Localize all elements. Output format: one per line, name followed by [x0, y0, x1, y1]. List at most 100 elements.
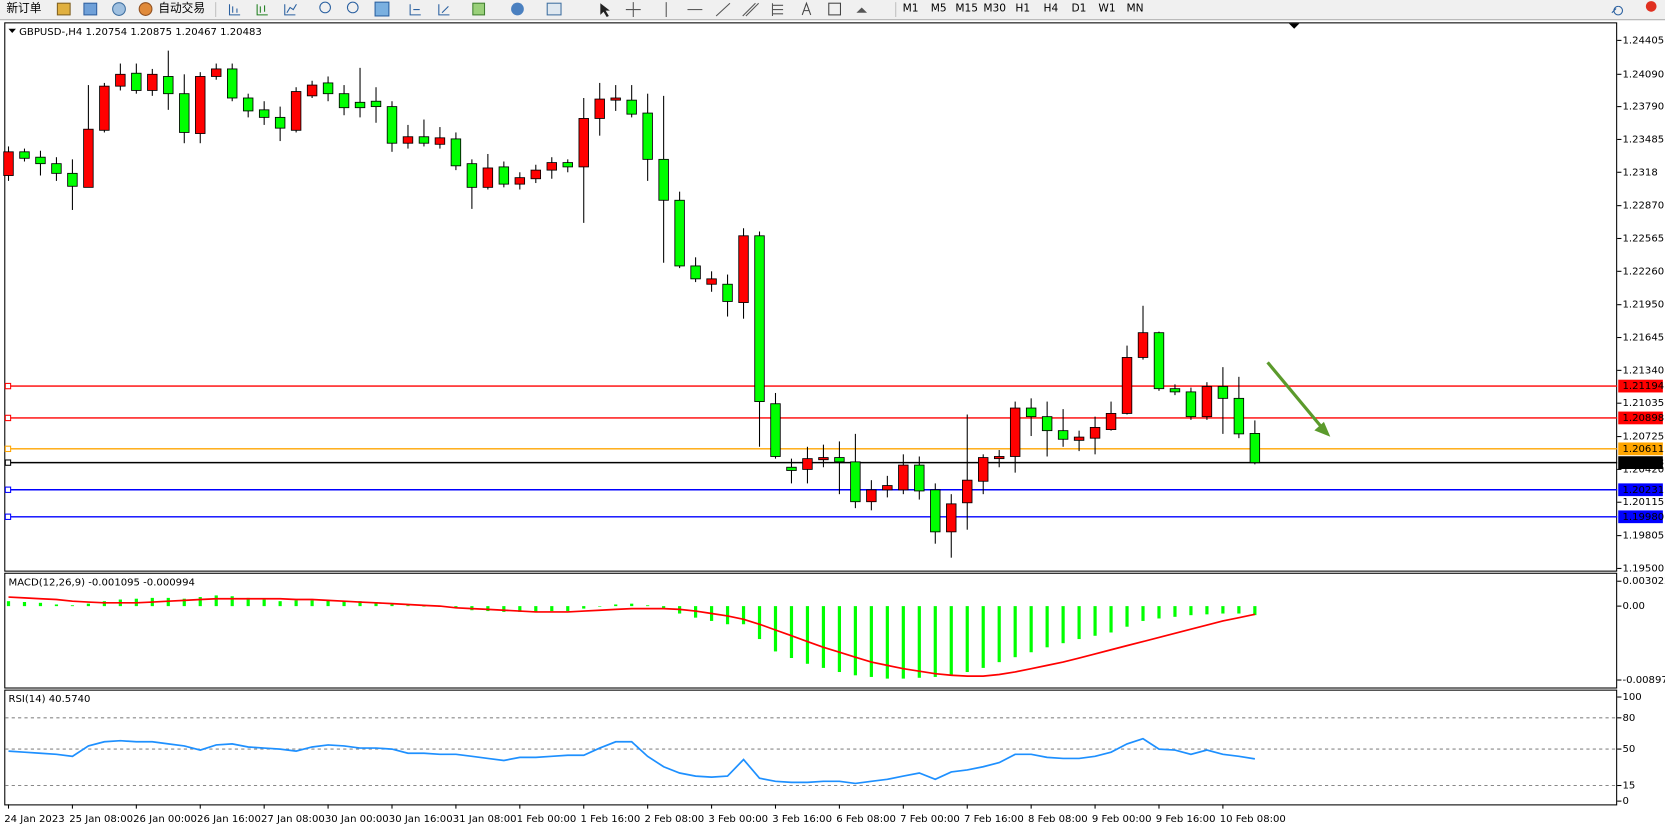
icon[interactable]	[284, 3, 297, 16]
macd-bar	[1253, 606, 1257, 616]
candle-body	[450, 138, 462, 167]
notification-badge[interactable]	[1645, 1, 1657, 12]
icon[interactable]	[511, 2, 524, 16]
x-tick-label: 3 Feb 00:00	[708, 814, 768, 825]
trendline-tool[interactable]	[715, 2, 731, 17]
candle-body	[674, 199, 685, 267]
timeframe-button[interactable]: M5	[931, 2, 947, 15]
y-tick-label: 1.22870	[1622, 201, 1664, 212]
icon[interactable]	[472, 2, 486, 16]
arrows-tool[interactable]	[856, 7, 868, 13]
macd-bar	[390, 604, 394, 607]
channel-tool[interactable]	[742, 2, 760, 17]
candle-body	[258, 109, 270, 118]
icon[interactable]	[138, 2, 153, 16]
candle-body	[482, 167, 494, 188]
macd-bar	[326, 600, 330, 607]
macd-bar	[342, 601, 346, 607]
price-level-handle	[4, 513, 12, 520]
macd-bar	[38, 602, 43, 607]
icon[interactable]	[546, 2, 562, 16]
macd-bar	[518, 606, 522, 612]
timeframe-button[interactable]: D1	[1071, 2, 1086, 15]
candle-body	[930, 489, 941, 533]
macd-bar	[86, 603, 90, 607]
y-tick-label: 15	[1622, 781, 1635, 792]
timeframe-button[interactable]: M1	[903, 2, 919, 15]
candle-body	[898, 464, 909, 491]
auto-trading-button[interactable]: 自动交易	[158, 1, 205, 15]
macd-bar	[965, 606, 969, 673]
x-tick-label: 2 Feb 08:00	[644, 814, 704, 825]
candle-body	[834, 457, 845, 463]
macd-bar	[1125, 606, 1129, 627]
y-tick-label: 1.21950	[1622, 300, 1664, 311]
timeframe-button[interactable]: H1	[1015, 2, 1030, 15]
macd-bar	[933, 606, 937, 677]
candle-body	[866, 489, 877, 503]
timeframe-button[interactable]: H4	[1043, 2, 1058, 15]
macd-bar	[566, 606, 570, 612]
timeframe-button[interactable]: M15	[955, 2, 978, 15]
candle-body	[514, 177, 526, 185]
icon[interactable]	[409, 4, 421, 16]
timeframe-button[interactable]: M30	[983, 2, 1006, 15]
price-level-handle	[4, 382, 12, 390]
icon[interactable]	[56, 2, 71, 16]
candle-body	[179, 93, 190, 133]
icon[interactable]	[228, 4, 241, 16]
y-tick-label: 0.003022	[1622, 576, 1665, 587]
macd-bar	[869, 606, 873, 677]
candle-body	[1121, 357, 1133, 414]
macd-bar	[582, 606, 586, 609]
icon[interactable]	[438, 4, 450, 16]
icon[interactable]	[346, 1, 359, 14]
label-tool[interactable]	[828, 2, 842, 16]
timeframes: M1 M5 M15 M30 H1 H4 D1 W1 MN	[903, 2, 1144, 15]
candle-body	[1089, 426, 1101, 439]
macd-bar	[374, 602, 378, 607]
new-order-button[interactable]: 新订单	[6, 1, 41, 15]
icon[interactable]	[83, 2, 98, 16]
y-tick-label: 1.23790	[1622, 102, 1664, 113]
icon[interactable]	[112, 2, 126, 16]
icon[interactable]	[256, 4, 268, 16]
timeframe-button[interactable]: W1	[1098, 2, 1115, 15]
macd-bar	[550, 606, 554, 612]
macd-bar	[54, 604, 59, 607]
fibo-tool[interactable]	[771, 3, 784, 16]
symbol-menu-marker	[8, 28, 16, 33]
search-icon[interactable]	[1611, 5, 1623, 16]
macd-bar	[6, 601, 11, 607]
icon[interactable]	[374, 1, 390, 17]
candle-body	[914, 464, 925, 492]
candle-body	[962, 479, 973, 504]
price-level-label: 1.20231	[1622, 485, 1664, 496]
timeframe-button[interactable]: MN	[1126, 2, 1143, 15]
macd-bar	[885, 606, 889, 679]
x-tick-label: 9 Feb 00:00	[1092, 814, 1152, 825]
cursor-tool[interactable]	[600, 3, 610, 18]
y-tick-label: 1.19805	[1622, 531, 1664, 542]
macd-bar	[1045, 606, 1049, 648]
candle-body	[83, 128, 94, 188]
macd-bar	[198, 597, 202, 607]
price-level-label: 1.19980	[1622, 512, 1664, 523]
candle-body	[131, 72, 142, 91]
panel-title: MACD(12,26,9) -0.001095 -0.000994	[9, 577, 195, 588]
candle-body	[530, 169, 542, 180]
candle-body	[211, 68, 222, 77]
crosshair-tool[interactable]	[625, 2, 641, 18]
text-tool[interactable]	[801, 1, 812, 16]
macd-bar	[1061, 606, 1065, 644]
price-level-tag	[1618, 483, 1663, 497]
y-tick-label: 1.24090	[1622, 69, 1664, 80]
y-tick-label: 1.20420	[1622, 464, 1664, 475]
macd-bar	[262, 599, 266, 607]
icon[interactable]	[319, 1, 331, 14]
price-level-handle	[4, 486, 12, 493]
y-tick-label: 80	[1622, 713, 1635, 724]
candle-body	[818, 457, 829, 461]
chart-shift-marker	[1288, 23, 1300, 29]
